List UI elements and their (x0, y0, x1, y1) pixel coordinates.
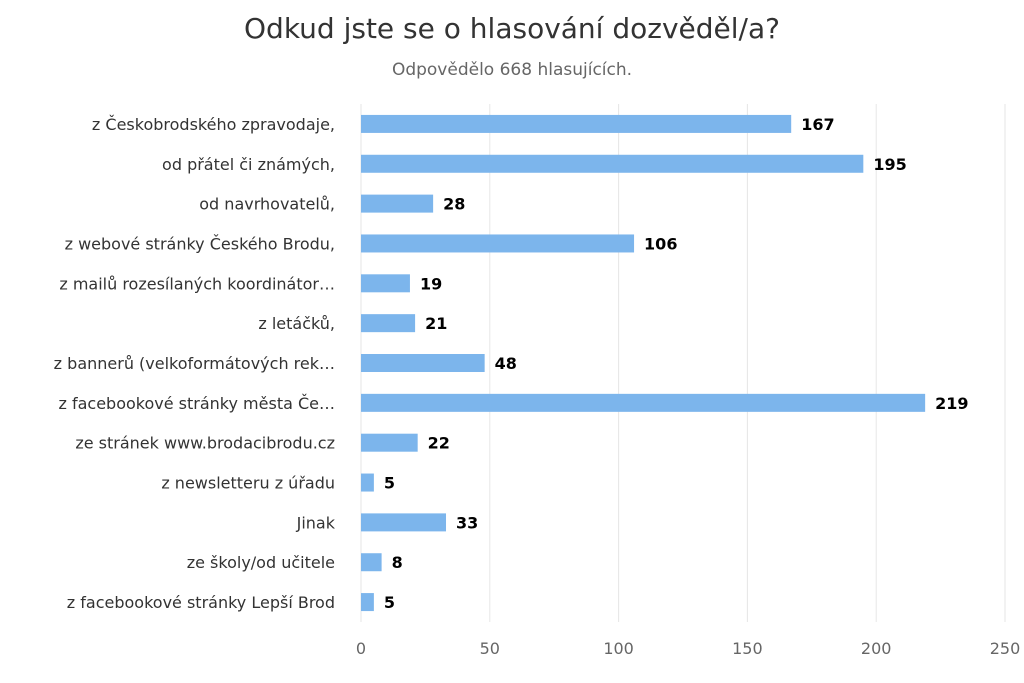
bar (361, 433, 418, 452)
x-tick-label: 250 (990, 639, 1021, 658)
bar (361, 553, 382, 572)
category-label: z newsletteru z úřadu (161, 474, 335, 493)
x-tick-label: 50 (480, 639, 500, 658)
bar (361, 194, 434, 213)
data-label: 33 (456, 513, 478, 532)
bar (361, 593, 374, 612)
category-label: z webové stránky Českého Brodu, (65, 234, 335, 253)
bar (361, 513, 447, 532)
data-label: 219 (935, 394, 968, 413)
bar (361, 154, 864, 173)
data-label: 22 (428, 434, 450, 453)
category-label: z facebookové stránky města Če… (58, 394, 335, 413)
category-label: od navrhovatelů, (199, 195, 335, 214)
category-label: od přátel či známých, (162, 155, 335, 174)
category-label: z facebookové stránky Lepší Brod (67, 593, 335, 612)
data-label: 21 (425, 314, 447, 333)
category-label: z Českobrodského zpravodaje, (92, 115, 335, 134)
category-label: Jinak (296, 513, 336, 532)
category-label: z bannerů (velkoformátových rek… (54, 354, 335, 373)
x-tick-label: 0 (356, 639, 366, 658)
category-label: z mailů rozesílaných koordinátor… (59, 274, 335, 293)
category-label: ze školy/od učitele (187, 553, 335, 572)
bar (361, 274, 410, 293)
data-label: 28 (443, 195, 465, 214)
data-label: 19 (420, 274, 442, 293)
category-label: ze stránek www.brodacibrodu.cz (75, 434, 335, 453)
data-label: 167 (801, 115, 834, 134)
data-label: 48 (495, 354, 517, 373)
chart-title: Odkud jste se o hlasování dozvěděl/a? (244, 12, 780, 45)
bar (361, 114, 792, 133)
x-tick-label: 150 (732, 639, 763, 658)
bar (361, 354, 485, 372)
bar (361, 314, 416, 333)
data-label: 5 (384, 593, 395, 612)
x-tick-label: 100 (603, 639, 634, 658)
bar (361, 473, 374, 492)
bar (361, 234, 635, 253)
category-label: z letáčků, (258, 314, 335, 333)
x-tick-label: 200 (861, 639, 892, 658)
data-label: 195 (873, 155, 906, 174)
data-label: 5 (384, 474, 395, 493)
data-label: 106 (644, 234, 677, 253)
chart-subtitle: Odpovědělo 668 hlasujících. (391, 60, 633, 80)
data-label: 8 (392, 553, 403, 572)
bar (361, 393, 926, 412)
